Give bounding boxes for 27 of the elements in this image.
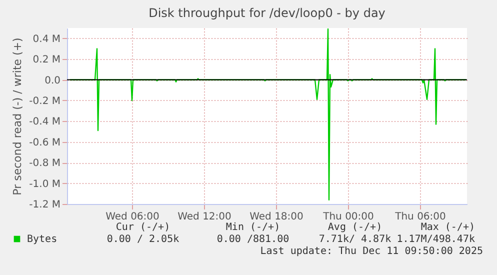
y-tick-label: -1.2 M bbox=[29, 200, 60, 210]
text: Avg (-/+) bbox=[328, 222, 382, 233]
chart-title: Disk throughput for /dev/loop0 - by day bbox=[148, 6, 386, 20]
text: 0.00 / 2.05k bbox=[106, 234, 180, 245]
y-tick-label: 0.0 bbox=[44, 75, 60, 86]
x-tick-label: Wed 12:00 bbox=[178, 212, 232, 222]
text: Last update: Thu Dec 11 09:50:00 2025 bbox=[260, 246, 483, 257]
text: Cur (-/+) bbox=[116, 222, 170, 233]
text: 0.00 /881.00 bbox=[216, 234, 290, 245]
y-tick-label: -0.6 M bbox=[29, 137, 60, 148]
x-tick-label: Thu 06:00 bbox=[394, 212, 446, 222]
x-tick-label: Wed 18:00 bbox=[250, 212, 304, 222]
y-tick-label: -0.2 M bbox=[29, 96, 60, 107]
legend-label: Bytes bbox=[27, 234, 58, 245]
text: 7.71k/ 4.87k bbox=[318, 234, 392, 245]
y-tick-label: -0.4 M bbox=[29, 116, 60, 128]
y-tick-label: 0.2 M bbox=[32, 54, 60, 66]
x-tick-label: Wed 06:00 bbox=[106, 212, 160, 222]
y-tick-label: 0.4 M bbox=[32, 34, 60, 45]
text: 1.17M/498.47k bbox=[396, 234, 475, 245]
y-tick-label: -0.8 M bbox=[29, 158, 60, 170]
line-series bbox=[69, 28, 467, 200]
y-tick-label: -1.0 M bbox=[29, 178, 60, 190]
text: Min (-/+) bbox=[226, 222, 280, 233]
x-tick-label: Thu 00:00 bbox=[322, 212, 374, 222]
text: Max (-/+) bbox=[420, 222, 475, 233]
y-axis-title: Pr second read (-) / write (+) bbox=[11, 38, 24, 196]
